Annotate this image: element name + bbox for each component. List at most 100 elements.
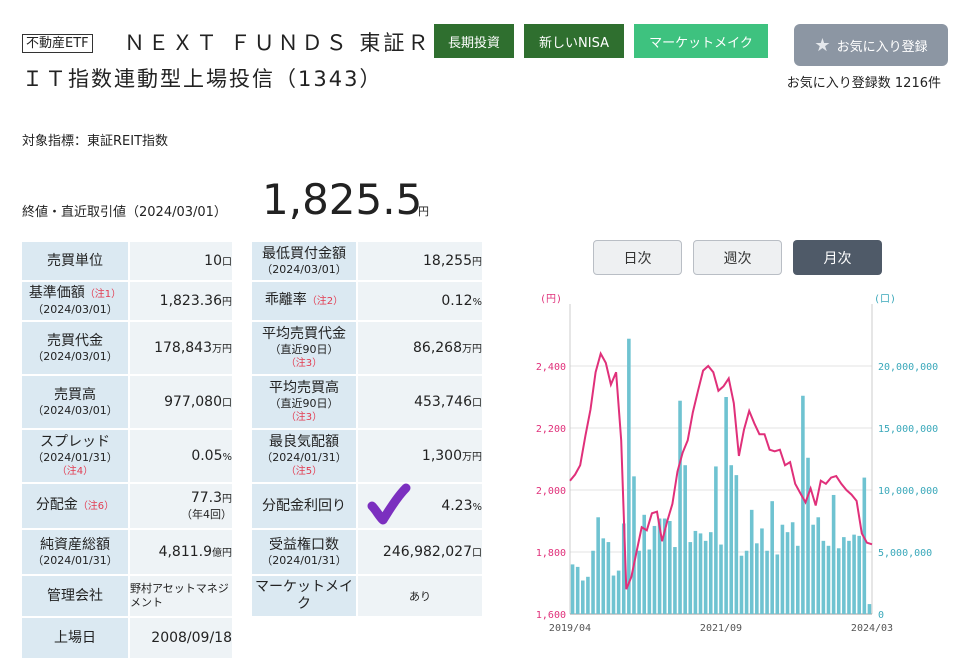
row-label: 管理会社 (22, 576, 130, 616)
right-axis-tick-label: 15,000,000 (878, 424, 938, 435)
volume-bar (785, 532, 790, 614)
right-axis-tick-label: 0 (878, 610, 884, 621)
table-row: 最良気配額 （2024/01/31） （注5） 1,300万円 (252, 430, 482, 482)
row-label: 上場日 (22, 618, 130, 658)
tab-weekly[interactable]: 週次 (693, 240, 782, 275)
table-row: 売買高 （2024/03/01） 977,080口 (22, 376, 232, 428)
row-value: あり (358, 576, 482, 616)
table-row: 純資産総額 （2024/01/31） 4,811.9億円 (22, 530, 232, 574)
volume-bar (570, 564, 575, 614)
add-favorite-label: お気に入り登録 (836, 39, 928, 55)
volume-bar (652, 525, 657, 614)
volume-bar (811, 524, 815, 614)
badge-market-make[interactable]: マーケットメイク (634, 24, 768, 58)
volume-bar (693, 530, 698, 614)
volume-bar (760, 528, 764, 614)
left-axis-tick-label: 1,800 (536, 548, 566, 559)
volume-bar (611, 575, 616, 614)
volume-bar (591, 550, 595, 614)
volume-bar (770, 501, 774, 614)
price-volume-chart: 1,600 1,800 2,000 2,200 2,400 (円) 0 5,000,000 10… (536, 294, 938, 634)
volume-bar (714, 466, 718, 614)
table-row: スプレッド （2024/01/31） （注4） 0.05% (22, 430, 232, 482)
row-value: 453,746口 (358, 376, 482, 428)
tab-monthly[interactable]: 月次 (793, 240, 882, 275)
row-value: 77.3円 （年4回） (130, 484, 232, 528)
volume-bar (806, 457, 810, 614)
badge-nisa[interactable]: 新しいNISA (524, 24, 624, 58)
price-line (569, 350, 873, 590)
volume-bar (581, 580, 585, 614)
left-axis-tick-label: 2,200 (536, 424, 566, 435)
price-unit: 円 (418, 205, 429, 218)
volume-bar (821, 540, 826, 614)
volume-bar (606, 542, 611, 614)
row-label: 純資産総額 （2024/01/31） (22, 530, 130, 574)
row-label: マーケットメイク (252, 576, 358, 616)
row-value: 86,268万円 (358, 322, 482, 374)
table-row: 基準価額（注1） （2024/03/01） 1,823.36円 (22, 282, 232, 320)
row-value: 野村アセットマネジメント (130, 576, 232, 616)
row-label: 分配金利回り (252, 484, 358, 528)
volume-bar (662, 518, 667, 614)
star-icon: ★ (814, 34, 831, 56)
volume-bar (842, 537, 846, 614)
right-axis-tick-label: 5,000,000 (878, 548, 932, 559)
row-label: 基準価額（注1） （2024/03/01） (22, 282, 130, 320)
volume-bar (673, 547, 677, 614)
add-favorite-button[interactable]: ★ お気に入り登録 (794, 24, 948, 66)
table-row: 平均売買高 （直近90日） （注3） 453,746口 (252, 376, 482, 428)
volume-bar (647, 549, 652, 614)
row-value: 10口 (130, 242, 232, 280)
etf-category-tag: 不動産ETF (22, 34, 93, 53)
volume-bar (795, 545, 800, 614)
target-index: 対象指標：東証REIT指数 (22, 134, 169, 149)
volume-bar (575, 566, 580, 614)
volume-bar (852, 534, 856, 614)
row-label: 売買高 （2024/03/01） (22, 376, 130, 428)
left-axis-tick-label: 1,600 (536, 610, 566, 621)
volume-bar (790, 522, 795, 614)
volume-bar (601, 538, 606, 614)
table-row: 最低買付金額 （2024/03/01） 18,255円 (252, 242, 482, 280)
tab-daily[interactable]: 日次 (593, 240, 682, 275)
volume-bar (867, 604, 872, 614)
row-label: スプレッド （2024/01/31） （注4） (22, 430, 130, 482)
volume-bar (703, 540, 708, 614)
x-axis-tick-label: 2021/09 (700, 623, 742, 634)
fund-info-table-right: 最低買付金額 （2024/03/01） 18,255円 乖離率（注2） 0.12%… (252, 240, 482, 618)
left-axis-tick-label: 2,000 (536, 486, 566, 497)
volume-bar (831, 494, 836, 614)
volume-bar (683, 465, 687, 614)
row-value: 246,982,027口 (358, 530, 482, 574)
volume-bar (847, 540, 851, 614)
table-row: 乖離率（注2） 0.12% (252, 282, 482, 320)
volume-bar (734, 475, 739, 614)
fund-info-table-left: 売買単位 10口 基準価額（注1） （2024/03/01） 1,823.36円 … (22, 240, 232, 660)
table-row: 管理会社 野村アセットマネジメント (22, 576, 232, 616)
price-value: 1,825.5 (262, 175, 423, 224)
price-label: 終値・直近取引値（2024/03/01） (22, 205, 227, 220)
left-axis-unit: (円) (540, 294, 562, 305)
row-value: 977,080口 (130, 376, 232, 428)
volume-bar (836, 548, 841, 614)
row-value: 4,811.9億円 (130, 530, 232, 574)
table-row: 上場日 2008/09/18 (22, 618, 232, 658)
volume-bar (739, 555, 744, 614)
volume-bar (627, 338, 631, 614)
table-row: 売買単位 10口 (22, 242, 232, 280)
volume-bar (780, 524, 785, 614)
volume-bar (826, 545, 831, 614)
volume-bar (688, 542, 693, 614)
right-axis-unit: (口) (874, 294, 896, 305)
row-value: 2008/09/18 (130, 618, 232, 658)
volume-bar (729, 465, 734, 614)
table-row: 受益権口数 （2024/01/31） 246,982,027口 (252, 530, 482, 574)
row-label: 平均売買高 （直近90日） （注3） (252, 376, 358, 428)
volume-bar (678, 400, 682, 614)
row-value: 1,300万円 (358, 430, 482, 482)
badge-long-term[interactable]: 長期投資 (434, 24, 514, 58)
row-value: 1,823.36円 (130, 282, 232, 320)
row-label: 受益権口数 （2024/01/31） (252, 530, 358, 574)
row-label: 売買単位 (22, 242, 130, 280)
